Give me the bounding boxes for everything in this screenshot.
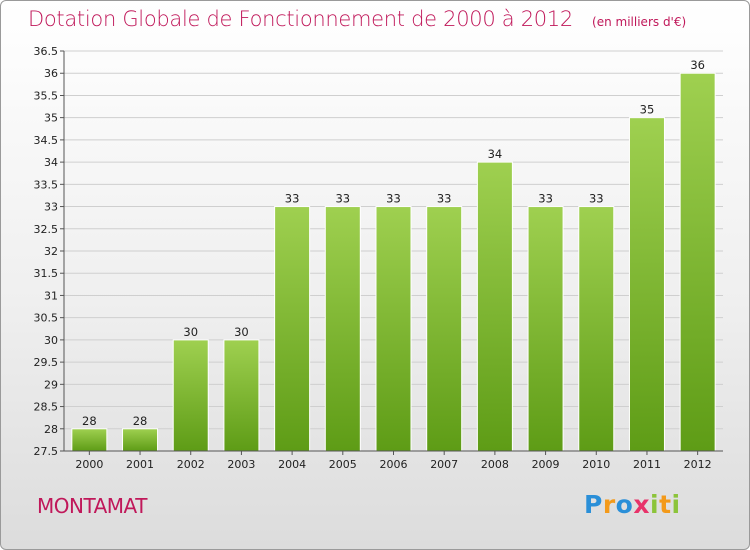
y-tick-label: 31.5 [34, 267, 59, 280]
commune-name: MONTAMAT [37, 494, 147, 518]
logo-letter: P [584, 490, 603, 519]
bar-2003 [223, 339, 260, 452]
x-tick-label-2010: 2010 [582, 458, 610, 471]
y-tick-label: 31 [44, 289, 58, 302]
value-label-2002: 30 [183, 325, 198, 339]
axis-layer: 27.5 28 28.5 29 29.5 30 30.5 31 31.5 32 32.5 33 33.5… [34, 45, 723, 471]
y-tick-label: 33 [44, 201, 58, 214]
value-label-2011: 35 [640, 103, 655, 117]
chart-title: Dotation Globale de Fonctionnement de 20… [28, 7, 573, 31]
x-tick-label-2007: 2007 [430, 458, 458, 471]
value-label-2009: 33 [538, 192, 553, 206]
logo-letter: r [602, 490, 616, 519]
y-tick-label: 33.5 [34, 178, 59, 191]
bar-2006 [375, 206, 412, 452]
bar-2009 [527, 206, 564, 452]
logo-letter: o [615, 490, 634, 519]
value-label-2001: 28 [133, 414, 148, 428]
logo-letter: t [659, 490, 672, 519]
x-tick-label-2008: 2008 [481, 458, 509, 471]
y-tick-label: 30 [44, 334, 58, 347]
y-tick-label: 32.5 [34, 223, 59, 236]
value-label-2007: 33 [437, 192, 452, 206]
value-label-2004: 33 [285, 192, 300, 206]
proxiti-logo[interactable]: Proxiti [584, 490, 681, 519]
y-tick-label: 28 [44, 423, 58, 436]
y-tick-label: 30.5 [34, 312, 59, 325]
logo-letter: i [671, 490, 681, 519]
bar-2010 [578, 206, 615, 452]
x-tick-label-2006: 2006 [380, 458, 408, 471]
bar-2008 [476, 161, 513, 452]
x-tick-label-2011: 2011 [633, 458, 661, 471]
logo-letter: i [650, 490, 660, 519]
x-tick-label-2012: 2012 [684, 458, 712, 471]
bar-2007 [426, 206, 463, 452]
value-label-2006: 33 [386, 192, 401, 206]
y-tick-label: 29 [44, 378, 58, 391]
bar-2000 [71, 428, 108, 452]
y-tick-label: 32 [44, 245, 58, 258]
value-label-2000: 28 [82, 414, 97, 428]
y-tick-label: 28.5 [34, 401, 59, 414]
y-tick-label: 35.5 [34, 89, 59, 102]
value-label-2003: 30 [234, 325, 249, 339]
unit-note: (en milliers d'€) [592, 15, 687, 29]
bar-2012 [679, 72, 716, 452]
y-tick-label: 34.5 [34, 134, 59, 147]
bar-2011 [628, 117, 665, 452]
x-tick-label-2005: 2005 [329, 458, 357, 471]
bar-2001 [122, 428, 159, 452]
y-tick-label: 27.5 [34, 445, 59, 458]
bar-2002 [172, 339, 209, 452]
chart-title-block: Dotation Globale de Fonctionnement de 20… [28, 7, 686, 31]
x-tick-label-2001: 2001 [126, 458, 154, 471]
value-label-2010: 33 [589, 192, 604, 206]
y-tick-label: 34 [44, 156, 58, 169]
value-label-2005: 33 [335, 192, 350, 206]
bar-2004 [274, 206, 311, 452]
logo-letter: x [633, 490, 650, 519]
value-label-2008: 34 [488, 147, 503, 161]
bar-2005 [324, 206, 361, 452]
x-tick-label-2000: 2000 [75, 458, 103, 471]
x-tick-label-2002: 2002 [177, 458, 205, 471]
x-tick-label-2004: 2004 [278, 458, 306, 471]
y-tick-label: 36 [44, 67, 58, 80]
x-tick-label-2003: 2003 [227, 458, 255, 471]
y-tick-label: 35 [44, 112, 58, 125]
x-tick-label-2009: 2009 [532, 458, 560, 471]
y-tick-label: 29.5 [34, 356, 59, 369]
y-tick-label: 36.5 [34, 45, 59, 58]
value-label-2012: 36 [690, 58, 705, 72]
bars-layer: 28 28 30 30 33 33 33 33 34 33 33 35 36 [71, 58, 716, 452]
